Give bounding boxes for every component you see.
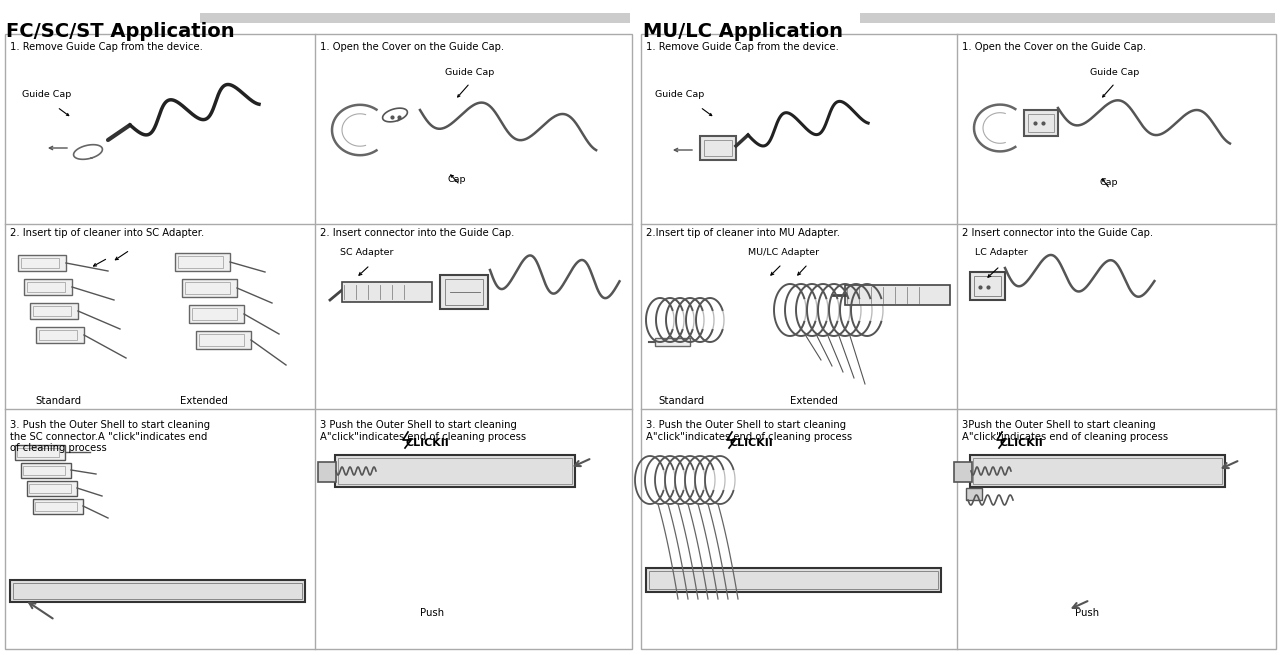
Text: MU/LC Application: MU/LC Application <box>643 22 844 41</box>
Text: FC/SC/ST Application: FC/SC/ST Application <box>6 22 234 41</box>
Text: 1. Open the Cover on the Guide Cap.: 1. Open the Cover on the Guide Cap. <box>320 42 504 52</box>
Bar <box>970 455 1225 487</box>
Text: 2 Insert connector into the Guide Cap.: 2 Insert connector into the Guide Cap. <box>963 228 1153 238</box>
Bar <box>1028 114 1053 132</box>
Bar <box>192 308 237 320</box>
Bar <box>860 13 1275 23</box>
Text: 3. Push the Outer Shell to start cleaning
the SC connector.A "click"indicates en: 3. Push the Outer Shell to start cleanin… <box>10 420 210 453</box>
Text: Guide Cap: Guide Cap <box>22 90 72 99</box>
Bar <box>35 502 77 511</box>
Bar <box>655 338 690 346</box>
Text: CLICKII: CLICKII <box>730 438 773 448</box>
Bar <box>23 466 65 475</box>
Bar <box>973 458 1222 484</box>
Bar <box>338 458 572 484</box>
Text: 3Push the Outer Shell to start cleaning
A"click"indicates end of cleaning proces: 3Push the Outer Shell to start cleaning … <box>963 420 1169 441</box>
Bar <box>27 282 65 292</box>
Text: 1. Remove Guide Cap from the device.: 1. Remove Guide Cap from the device. <box>646 42 838 52</box>
Text: MU/LC Adapter: MU/LC Adapter <box>748 248 819 257</box>
Text: Guide Cap: Guide Cap <box>1091 68 1139 77</box>
Text: 2. Insert tip of cleaner into SC Adapter.: 2. Insert tip of cleaner into SC Adapter… <box>10 228 205 238</box>
Text: 2.Insert tip of cleaner into MU Adapter.: 2.Insert tip of cleaner into MU Adapter. <box>646 228 840 238</box>
Bar <box>845 285 950 305</box>
Text: LC Adapter: LC Adapter <box>975 248 1028 257</box>
Bar <box>317 462 335 482</box>
Bar <box>970 272 1005 300</box>
Bar <box>445 279 483 305</box>
Bar <box>974 276 1001 296</box>
Text: 3 Push the Outer Shell to start cleaning
A"click"indicates end of cleaning proce: 3 Push the Outer Shell to start cleaning… <box>320 420 526 441</box>
Bar <box>186 282 230 294</box>
Bar <box>20 258 59 268</box>
Bar <box>641 34 1276 649</box>
Text: Standard: Standard <box>658 396 704 406</box>
Bar <box>24 279 72 295</box>
Text: Cap: Cap <box>1100 178 1119 187</box>
Bar <box>182 279 237 297</box>
Text: Push: Push <box>1075 608 1100 618</box>
Text: Standard: Standard <box>35 396 81 406</box>
Text: Extended: Extended <box>790 396 838 406</box>
Bar <box>342 282 433 302</box>
Text: CLICKII: CLICKII <box>404 438 449 448</box>
Text: 1. Remove Guide Cap from the device.: 1. Remove Guide Cap from the device. <box>10 42 202 52</box>
Text: Guide Cap: Guide Cap <box>655 90 704 99</box>
Bar <box>189 305 244 323</box>
Bar <box>36 327 84 343</box>
Bar <box>954 462 972 482</box>
Bar <box>178 256 223 268</box>
Text: 1. Open the Cover on the Guide Cap.: 1. Open the Cover on the Guide Cap. <box>963 42 1146 52</box>
Bar <box>196 331 251 349</box>
Bar <box>20 463 70 478</box>
Text: Extended: Extended <box>180 396 228 406</box>
Bar <box>704 140 732 156</box>
Text: Push: Push <box>420 608 444 618</box>
Bar <box>33 306 70 316</box>
Bar <box>38 330 77 340</box>
Bar <box>175 253 230 271</box>
Bar <box>700 136 736 160</box>
Bar <box>29 484 70 493</box>
Bar <box>646 568 941 592</box>
Bar <box>966 488 982 500</box>
Bar <box>33 499 83 514</box>
Bar <box>198 334 244 346</box>
Bar <box>27 481 77 496</box>
Text: Cap: Cap <box>448 175 466 184</box>
Bar <box>17 448 59 457</box>
Bar <box>29 303 78 319</box>
Bar <box>13 583 302 599</box>
Text: 2. Insert connector into the Guide Cap.: 2. Insert connector into the Guide Cap. <box>320 228 515 238</box>
Bar <box>1024 110 1059 136</box>
Text: Guide Cap: Guide Cap <box>445 68 494 77</box>
Text: SC Adapter: SC Adapter <box>340 248 393 257</box>
Bar <box>18 255 67 271</box>
Bar <box>15 445 65 460</box>
Text: CLICKII: CLICKII <box>1000 438 1043 448</box>
Text: 3. Push the Outer Shell to start cleaning
A"click"indicates end of cleaning proc: 3. Push the Outer Shell to start cleanin… <box>646 420 852 441</box>
Bar <box>649 571 938 589</box>
Bar <box>5 34 632 649</box>
Bar <box>335 455 575 487</box>
Bar <box>10 580 305 602</box>
Bar <box>200 13 630 23</box>
Bar <box>440 275 488 309</box>
